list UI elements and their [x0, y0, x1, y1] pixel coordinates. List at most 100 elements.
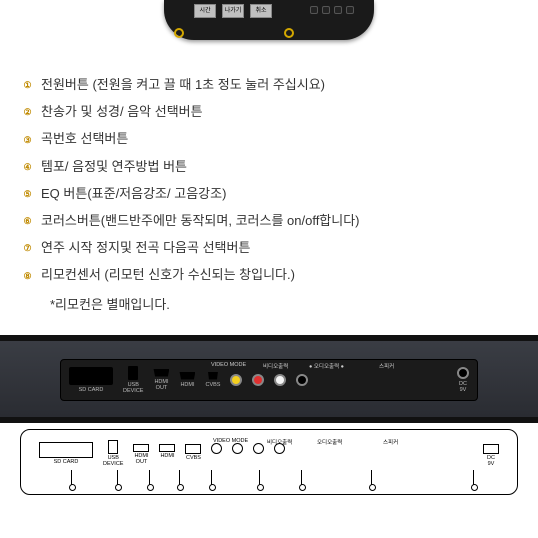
- remote-btn-1: 시간: [194, 4, 216, 18]
- d-switch-icon: [185, 444, 201, 454]
- ports-diagram-panel: VIDEO MODE 비디오출력 오디오출력 스피커 SD CARD USB D…: [20, 429, 518, 495]
- remote-button-row: 시간 나가기 취소: [194, 4, 272, 18]
- feature-list: ① 전원버튼 (전원을 켜고 끌 때 1초 정도 눌러 주십시요) ② 찬송가 …: [0, 48, 538, 321]
- hdmi-out-port: HDMI OUT: [153, 369, 169, 391]
- rca-audio-r-port: [252, 374, 264, 386]
- feature-number-badge: ①: [20, 78, 35, 93]
- feature-text: 연주 시작 정지및 전곡 다음곡 선택버튼: [41, 239, 250, 257]
- hdmi-out-label: HDMI OUT: [154, 379, 168, 391]
- leader-line-icon: [301, 470, 302, 488]
- feature-number-badge: ⑦: [20, 241, 35, 256]
- remote-fragment: 시간 나가기 취소: [0, 0, 538, 48]
- d-hdmi-port: HDMI: [159, 438, 175, 459]
- switch-icon: [208, 372, 218, 380]
- d-rca-icon: [211, 443, 222, 454]
- feature-item: ⑧ 리모컨센서 (리모턴 신호가 수신되는 창입니다.): [20, 266, 518, 284]
- rca-red-icon: [252, 374, 264, 386]
- dc-jack-icon: [457, 367, 469, 379]
- hdmi-icon: [153, 369, 169, 377]
- d-sd-port: SD CARD: [39, 438, 93, 465]
- usb-label: USB DEVICE: [123, 382, 143, 394]
- remote-small-btn: [346, 6, 354, 14]
- feature-item: ⑤ EQ 버튼(표준/저음강조/ 고음강조): [20, 185, 518, 203]
- remote-sold-separately-note: *리모컨은 별매입니다.: [50, 294, 518, 313]
- callout-ring-icon: [174, 28, 184, 38]
- feature-text: 곡번호 선택버튼: [41, 130, 128, 148]
- d-rca-audio-l: [253, 438, 264, 454]
- speaker-jack-icon: [296, 374, 308, 386]
- dc-label: DC 9V: [459, 381, 467, 393]
- d-hdmi-label: HDMI: [160, 453, 174, 459]
- sd-label: SD CARD: [79, 387, 104, 393]
- rca-white-icon: [274, 374, 286, 386]
- d-video-mode-label: VIDEO MODE: [213, 438, 248, 444]
- feature-number-badge: ⑥: [20, 214, 35, 229]
- cvbs-label: CVBS: [205, 382, 220, 388]
- d-usb-port: USB DEVICE: [103, 438, 123, 467]
- ports-bar: VIDEO MODE 비디오출력 ● 오디오출력 ● 스피커 SD CARD U…: [60, 359, 478, 401]
- feature-item: ④ 템포/ 음정및 연주방법 버튼: [20, 158, 518, 176]
- rca-yellow-icon: [230, 374, 242, 386]
- ports-photo-panel: VIDEO MODE 비디오출력 ● 오디오출력 ● 스피커 SD CARD U…: [0, 335, 538, 423]
- d-dc-icon: [483, 444, 499, 454]
- leader-line-icon: [371, 470, 372, 488]
- feature-number-badge: ⑤: [20, 187, 35, 202]
- hdmi-icon: [179, 372, 195, 380]
- d-speaker-label: 스피커: [383, 438, 398, 446]
- remote-small-buttons: [310, 6, 354, 14]
- video-out-label: 비디오출력: [263, 362, 288, 370]
- remote-small-btn: [310, 6, 318, 14]
- leader-line-icon: [117, 470, 118, 488]
- sd-card-port: SD CARD: [69, 367, 113, 393]
- audio-out-label: ● 오디오출력 ●: [309, 362, 344, 370]
- leader-line-icon: [71, 470, 72, 488]
- rca-audio-l-port: [274, 374, 286, 386]
- speaker-label: 스피커: [379, 362, 394, 370]
- d-hdmi-icon: [133, 444, 149, 452]
- remote-small-btn: [322, 6, 330, 14]
- sd-slot-icon: [69, 367, 113, 385]
- feature-item: ③ 곡번호 선택버튼: [20, 130, 518, 148]
- feature-text: 찬송가 및 성경/ 음악 선택버튼: [41, 103, 203, 121]
- video-mode-label: VIDEO MODE: [211, 362, 246, 368]
- feature-item: ⑥ 코러스버튼(밴드반주에만 동작되며, 코러스를 on/off합니다): [20, 212, 518, 230]
- leader-line-icon: [149, 470, 150, 488]
- d-usb-icon: [108, 440, 118, 454]
- leader-line-icon: [259, 470, 260, 488]
- feature-text: 템포/ 음정및 연주방법 버튼: [41, 158, 187, 176]
- d-sd-label: SD CARD: [54, 459, 79, 465]
- d-dc-port: DC 9V: [483, 438, 499, 467]
- feature-number-badge: ③: [20, 132, 35, 147]
- d-cvbs-port: CVBS: [185, 438, 201, 461]
- feature-text: 전원버튼 (전원을 켜고 끌 때 1초 정도 눌러 주십시요): [41, 76, 325, 94]
- d-rca-icon: [232, 443, 243, 454]
- feature-item: ② 찬송가 및 성경/ 음악 선택버튼: [20, 103, 518, 121]
- usb-port: USB DEVICE: [123, 366, 143, 394]
- remote-btn-3: 취소: [250, 4, 272, 18]
- d-usb-label: USB DEVICE: [103, 455, 123, 467]
- leader-line-icon: [211, 470, 212, 488]
- leader-line-icon: [473, 470, 474, 488]
- usb-icon: [128, 366, 138, 380]
- feature-text: EQ 버튼(표준/저음강조/ 고음강조): [41, 185, 226, 203]
- hdmi-label: HDMI: [180, 382, 194, 388]
- d-hdmi-icon: [159, 444, 175, 452]
- dc-port: DC 9V: [457, 367, 469, 393]
- remote-btn-2: 나가기: [222, 4, 244, 18]
- feature-text: 리모컨센서 (리모턴 신호가 수신되는 창입니다.): [41, 266, 295, 284]
- d-hdmi-out-label: HDMI OUT: [134, 453, 148, 465]
- feature-number-badge: ②: [20, 105, 35, 120]
- diagram-ports-row: VIDEO MODE 비디오출력 오디오출력 스피커 SD CARD USB D…: [39, 438, 499, 470]
- rca-video-port: [230, 374, 242, 386]
- feature-number-badge: ④: [20, 160, 35, 175]
- d-video-out-label: 비디오출력: [267, 438, 292, 446]
- d-audio-out-label: 오디오출력: [317, 438, 342, 446]
- cvbs-port: CVBS: [205, 372, 220, 388]
- d-hdmi-out-port: HDMI OUT: [133, 438, 149, 465]
- d-cvbs-label: CVBS: [186, 455, 201, 461]
- callout-ring-icon: [284, 28, 294, 38]
- hdmi-port: HDMI: [179, 372, 195, 388]
- ports-section: VIDEO MODE 비디오출력 ● 오디오출력 ● 스피커 SD CARD U…: [0, 335, 538, 495]
- feature-number-badge: ⑧: [20, 268, 35, 283]
- d-sd-slot-icon: [39, 442, 93, 458]
